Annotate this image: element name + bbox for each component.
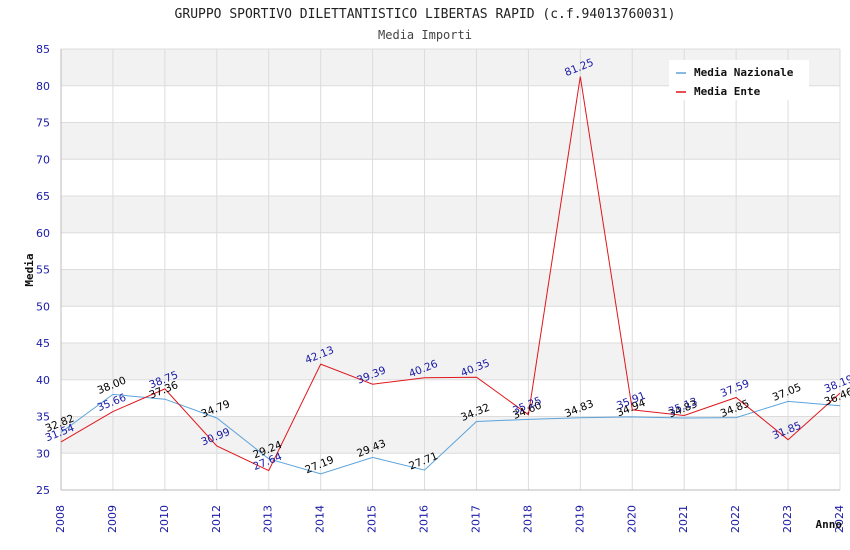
y-tick-label: 65: [36, 190, 50, 203]
y-tick-label: 50: [36, 300, 50, 313]
legend-box: [669, 60, 809, 100]
y-tick-label: 70: [36, 153, 50, 166]
x-tick-label: 2008: [54, 505, 67, 533]
x-tick-label: 2014: [314, 505, 327, 533]
grid-band: [61, 416, 840, 454]
y-tick-label: 40: [36, 374, 50, 387]
y-axis-label: Media: [23, 253, 36, 286]
legend: Media Nazionale Media Ente: [669, 60, 809, 100]
x-tick-label: 2022: [729, 505, 742, 533]
x-tick-label: 2009: [106, 505, 119, 533]
y-tick-label: 60: [36, 227, 50, 240]
y-tick-label: 80: [36, 80, 50, 93]
grid-band: [61, 269, 840, 307]
series-line-media-nazionale: [60, 393, 841, 475]
series-line-media-ente: [60, 76, 841, 472]
grid-band: [61, 122, 840, 160]
x-tick-label: 2013: [262, 505, 275, 533]
x-axis-label: Anno: [816, 518, 843, 531]
x-tick-label: 2020: [625, 505, 638, 533]
grid-bands: [60, 48, 841, 491]
x-axis-ticks: 2008 2009 2010 2012 2013 2014 2015 2016 2017 2018…: [54, 505, 846, 533]
y-tick-label: 55: [36, 264, 50, 277]
x-tick-label: 2015: [366, 505, 379, 533]
x-tick-label: 2023: [781, 505, 794, 533]
series-lines: [60, 76, 841, 475]
legend-entry: Media Ente: [694, 85, 761, 98]
legend-entry: Media Nazionale: [694, 66, 794, 79]
x-tick-label: 2018: [521, 505, 534, 533]
y-tick-label: 85: [36, 43, 50, 56]
x-tick-label: 2019: [573, 505, 586, 533]
x-tick-label: 2012: [210, 505, 223, 533]
chart-title: GRUPPO SPORTIVO DILETTANTISTICO LIBERTAS…: [175, 7, 676, 22]
x-tick-label: 2016: [418, 505, 431, 533]
y-tick-label: 35: [36, 411, 50, 424]
chart-subtitle: Media Importi: [378, 28, 472, 42]
grid-band: [61, 196, 840, 233]
x-tick-label: 2024: [833, 505, 846, 533]
grid-band: [61, 343, 840, 380]
x-tick-label: 2021: [677, 505, 690, 533]
y-tick-label: 30: [36, 447, 50, 460]
y-tick-label: 75: [36, 117, 50, 130]
x-tick-label: 2010: [158, 505, 171, 533]
y-tick-label: 25: [36, 484, 50, 497]
x-tick-label: 2017: [469, 505, 482, 533]
y-tick-label: 45: [36, 337, 50, 350]
y-axis-ticks: 25 30 35 40 45 50 55 60 65 70 75 80 85: [36, 43, 50, 497]
